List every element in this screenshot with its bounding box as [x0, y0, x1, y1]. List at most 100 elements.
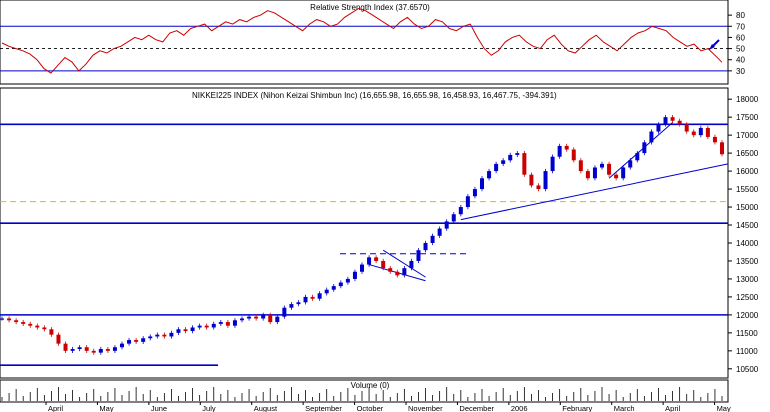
- month-label: December: [459, 404, 494, 412]
- candle-body: [508, 154, 513, 161]
- candle-body: [162, 334, 167, 337]
- rsi-frame: [0, 0, 729, 85]
- month-label: August: [254, 404, 278, 412]
- candle-body: [536, 185, 541, 190]
- candle-body: [49, 329, 54, 335]
- price-tick-label: 13000: [736, 275, 759, 284]
- candle-body: [98, 349, 103, 353]
- candle-body: [677, 120, 682, 125]
- candle-body: [550, 156, 555, 172]
- candle-body: [331, 286, 336, 290]
- candle-body: [607, 163, 612, 175]
- candle-body: [684, 124, 689, 132]
- candle-body: [698, 127, 703, 136]
- rsi-tick-label: 80: [736, 11, 745, 20]
- candle-body: [388, 268, 393, 272]
- candle-body: [670, 117, 675, 121]
- candle-body: [480, 178, 484, 190]
- candle-body: [522, 153, 527, 175]
- candle-body: [240, 318, 244, 321]
- rsi-reference-lines: [0, 25, 728, 72]
- candle-body: [465, 196, 470, 208]
- candle-body: [232, 320, 237, 326]
- candle-body: [120, 343, 124, 348]
- month-label: May: [717, 404, 731, 412]
- candle-body: [225, 322, 230, 326]
- price-tick-label: 15000: [736, 203, 759, 212]
- month-label: April: [665, 404, 680, 412]
- price-tick-label: 13500: [736, 257, 759, 266]
- candle-body: [63, 343, 68, 351]
- long-trendline: [460, 163, 729, 221]
- rsi-tick-label: 70: [736, 22, 745, 31]
- rsi-tick-label: 40: [736, 56, 745, 65]
- month-label: October: [357, 404, 384, 412]
- volume-title: Volume (0): [351, 381, 390, 390]
- month-label: 2006: [511, 404, 528, 412]
- candle-body: [289, 304, 294, 308]
- candle-body: [218, 322, 223, 324]
- candle-body: [345, 278, 350, 283]
- candle-body: [395, 271, 400, 276]
- candle-body: [430, 235, 435, 243]
- price-tick-label: 10500: [736, 365, 759, 374]
- candle-body: [472, 189, 477, 197]
- rsi-series: [1, 7, 723, 74]
- price-title: NIKKEI225 INDEX (Nihon Keizai Shimbun In…: [192, 91, 557, 100]
- month-label: April: [48, 404, 63, 412]
- candle-body: [204, 325, 209, 328]
- candle-body: [247, 316, 252, 319]
- candle-body: [127, 340, 132, 344]
- candle-body: [7, 318, 12, 321]
- candle-body: [275, 316, 280, 323]
- candle-body: [487, 171, 492, 179]
- candle-body: [543, 171, 548, 190]
- candle-body: [621, 167, 626, 179]
- candle-body: [444, 221, 449, 229]
- candle-body: [141, 338, 146, 342]
- month-label: March: [614, 404, 635, 412]
- candle-body: [190, 327, 195, 332]
- candle-body: [571, 149, 576, 161]
- rsi-line: [1, 7, 723, 74]
- volume-frame: [0, 379, 729, 403]
- rsi-y-axis: 80 70 60 50 40 30: [728, 11, 745, 76]
- candle-body: [282, 307, 287, 317]
- month-label: July: [202, 404, 216, 412]
- rsi-tick-label: 60: [736, 33, 745, 42]
- candle-body: [656, 124, 661, 132]
- candle-body: [691, 131, 696, 136]
- rsi-tick-label: 50: [736, 45, 745, 54]
- rsi-tick-label: 30: [736, 67, 745, 76]
- candle-body: [261, 314, 266, 319]
- price-tick-label: 12500: [736, 293, 759, 302]
- april-trendline: [608, 122, 673, 179]
- price-tick-label: 11500: [736, 329, 758, 338]
- candle-body: [197, 325, 202, 328]
- month-label: November: [408, 404, 443, 412]
- candle-body: [56, 334, 61, 344]
- candle-body: [176, 329, 181, 333]
- candle-body: [105, 349, 110, 351]
- candle-body: [134, 340, 139, 342]
- candle-body: [91, 350, 96, 353]
- rsi-title: Relative Strength Index (37.6570): [310, 3, 430, 12]
- candle-body: [28, 323, 33, 326]
- candle-body: [84, 347, 89, 351]
- rsi-panel: Relative Strength Index (37.6570) 80 70 60…: [0, 0, 745, 85]
- price-tick-label: 11000: [736, 347, 758, 356]
- price-panel: NIKKEI225 INDEX (Nihon Keizai Shimbun In…: [0, 87, 759, 379]
- candle-body: [458, 207, 463, 215]
- candles: [0, 115, 724, 355]
- price-tick-label: 17000: [736, 131, 759, 140]
- price-horizontal-levels: [0, 123, 728, 367]
- month-label: September: [305, 404, 342, 412]
- price-tick-label: 15500: [736, 185, 759, 194]
- volume-bars: [1, 387, 723, 401]
- candle-body: [296, 302, 301, 305]
- price-tick-label: 16000: [736, 167, 759, 176]
- candle-body: [77, 347, 82, 350]
- candle-body: [642, 142, 647, 154]
- candle-body: [70, 349, 75, 351]
